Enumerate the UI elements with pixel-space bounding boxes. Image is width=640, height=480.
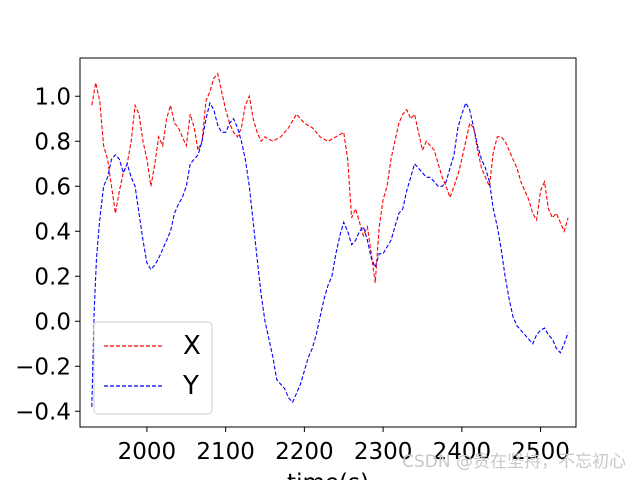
watermark: CSDN @贵在坚持，不忘初心 — [402, 452, 626, 472]
x-tick-label: 2200 — [275, 439, 334, 465]
x-axis-label: time(s) — [287, 470, 369, 480]
x-tick-label: 2400 — [433, 439, 492, 465]
y-tick-label: 0.0 — [34, 309, 71, 335]
x-tick-label: 2100 — [196, 439, 255, 465]
y-axis: −0.4 −0.2 0.0 0.2 0.4 0.6 0.8 1.0 — [15, 84, 80, 425]
x-tick-label: 2300 — [354, 439, 413, 465]
x-axis: 2000 2100 2200 2300 2400 2500 — [118, 427, 570, 465]
series-line-y — [91, 101, 569, 407]
x-tick-label: 2000 — [118, 439, 177, 465]
y-tick-label: 1.0 — [34, 84, 71, 110]
y-tick-label: −0.2 — [15, 354, 71, 380]
y-tick-label: −0.4 — [15, 399, 71, 425]
y-tick-label: 0.4 — [34, 219, 71, 245]
legend-box — [93, 321, 213, 415]
legend: X Y — [93, 321, 213, 415]
y-tick-label: 0.2 — [34, 264, 71, 290]
y-tick-label: 0.8 — [34, 129, 71, 155]
legend-label-y: Y — [182, 371, 199, 401]
series-line-x — [91, 72, 569, 284]
series-layer — [91, 72, 569, 407]
legend-label-x: X — [183, 331, 201, 361]
plot-frame — [79, 57, 577, 428]
y-tick-label: 0.6 — [34, 174, 71, 200]
x-tick-label: 2500 — [511, 439, 570, 465]
